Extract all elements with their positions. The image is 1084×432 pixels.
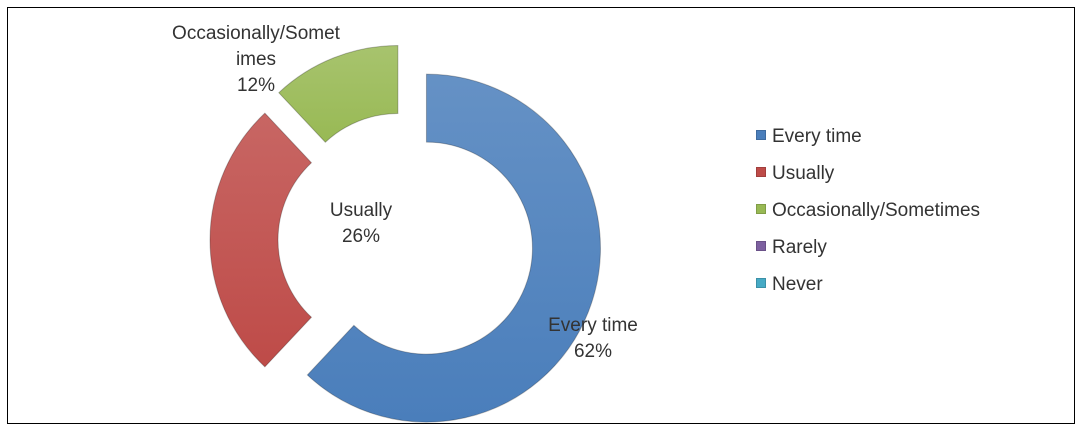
slice-every-time (306, 73, 601, 423)
data-label-line: imes (236, 49, 276, 70)
data-label-occasionally-sometimes: Occasionally/Somet imes 12% (172, 23, 341, 96)
legend-swatch-occasionally-sometimes (756, 204, 766, 214)
slice-occasionally-sometimes (278, 45, 399, 143)
data-label-line: 26% (342, 226, 380, 247)
legend-swatch-usually (756, 167, 766, 177)
legend-label-every-time: Every time (772, 126, 862, 147)
slice-usually (209, 112, 313, 368)
legend-label-rarely: Rarely (772, 237, 827, 258)
data-label-line: 62% (574, 341, 612, 362)
data-label-line: 12% (237, 75, 275, 96)
legend-item-never: Never (756, 274, 1076, 311)
data-label-line: Usually (330, 200, 393, 221)
legend-item-usually: Usually (756, 163, 1076, 200)
legend-item-every-time: Every time (756, 126, 1076, 163)
data-label-usually: Usually 26% (330, 200, 393, 247)
data-label-every-time: Every time 62% (548, 315, 638, 362)
legend-swatch-never (756, 278, 766, 288)
legend-label-occasionally-sometimes: Occasionally/Sometimes (772, 200, 981, 221)
data-label-line: Every time (548, 315, 638, 336)
legend-item-occasionally-sometimes: Occasionally/Sometimes (756, 200, 1076, 237)
legend-item-rarely: Rarely (756, 237, 1076, 274)
legend-swatch-rarely (756, 241, 766, 251)
legend-label-never: Never (772, 274, 823, 295)
legend-swatch-every-time (756, 130, 766, 140)
doughnut-chart: Every time 62% Usually 26% Occasionally/Some… (172, 23, 638, 423)
data-label-line: Occasionally/Somet (172, 23, 341, 44)
legend-label-usually: Usually (772, 163, 835, 184)
chart-frame: Every time 62% Usually 26% Occasionally/Some… (7, 7, 1075, 424)
legend: Every time Usually Occasionally/Sometime… (756, 126, 1076, 311)
